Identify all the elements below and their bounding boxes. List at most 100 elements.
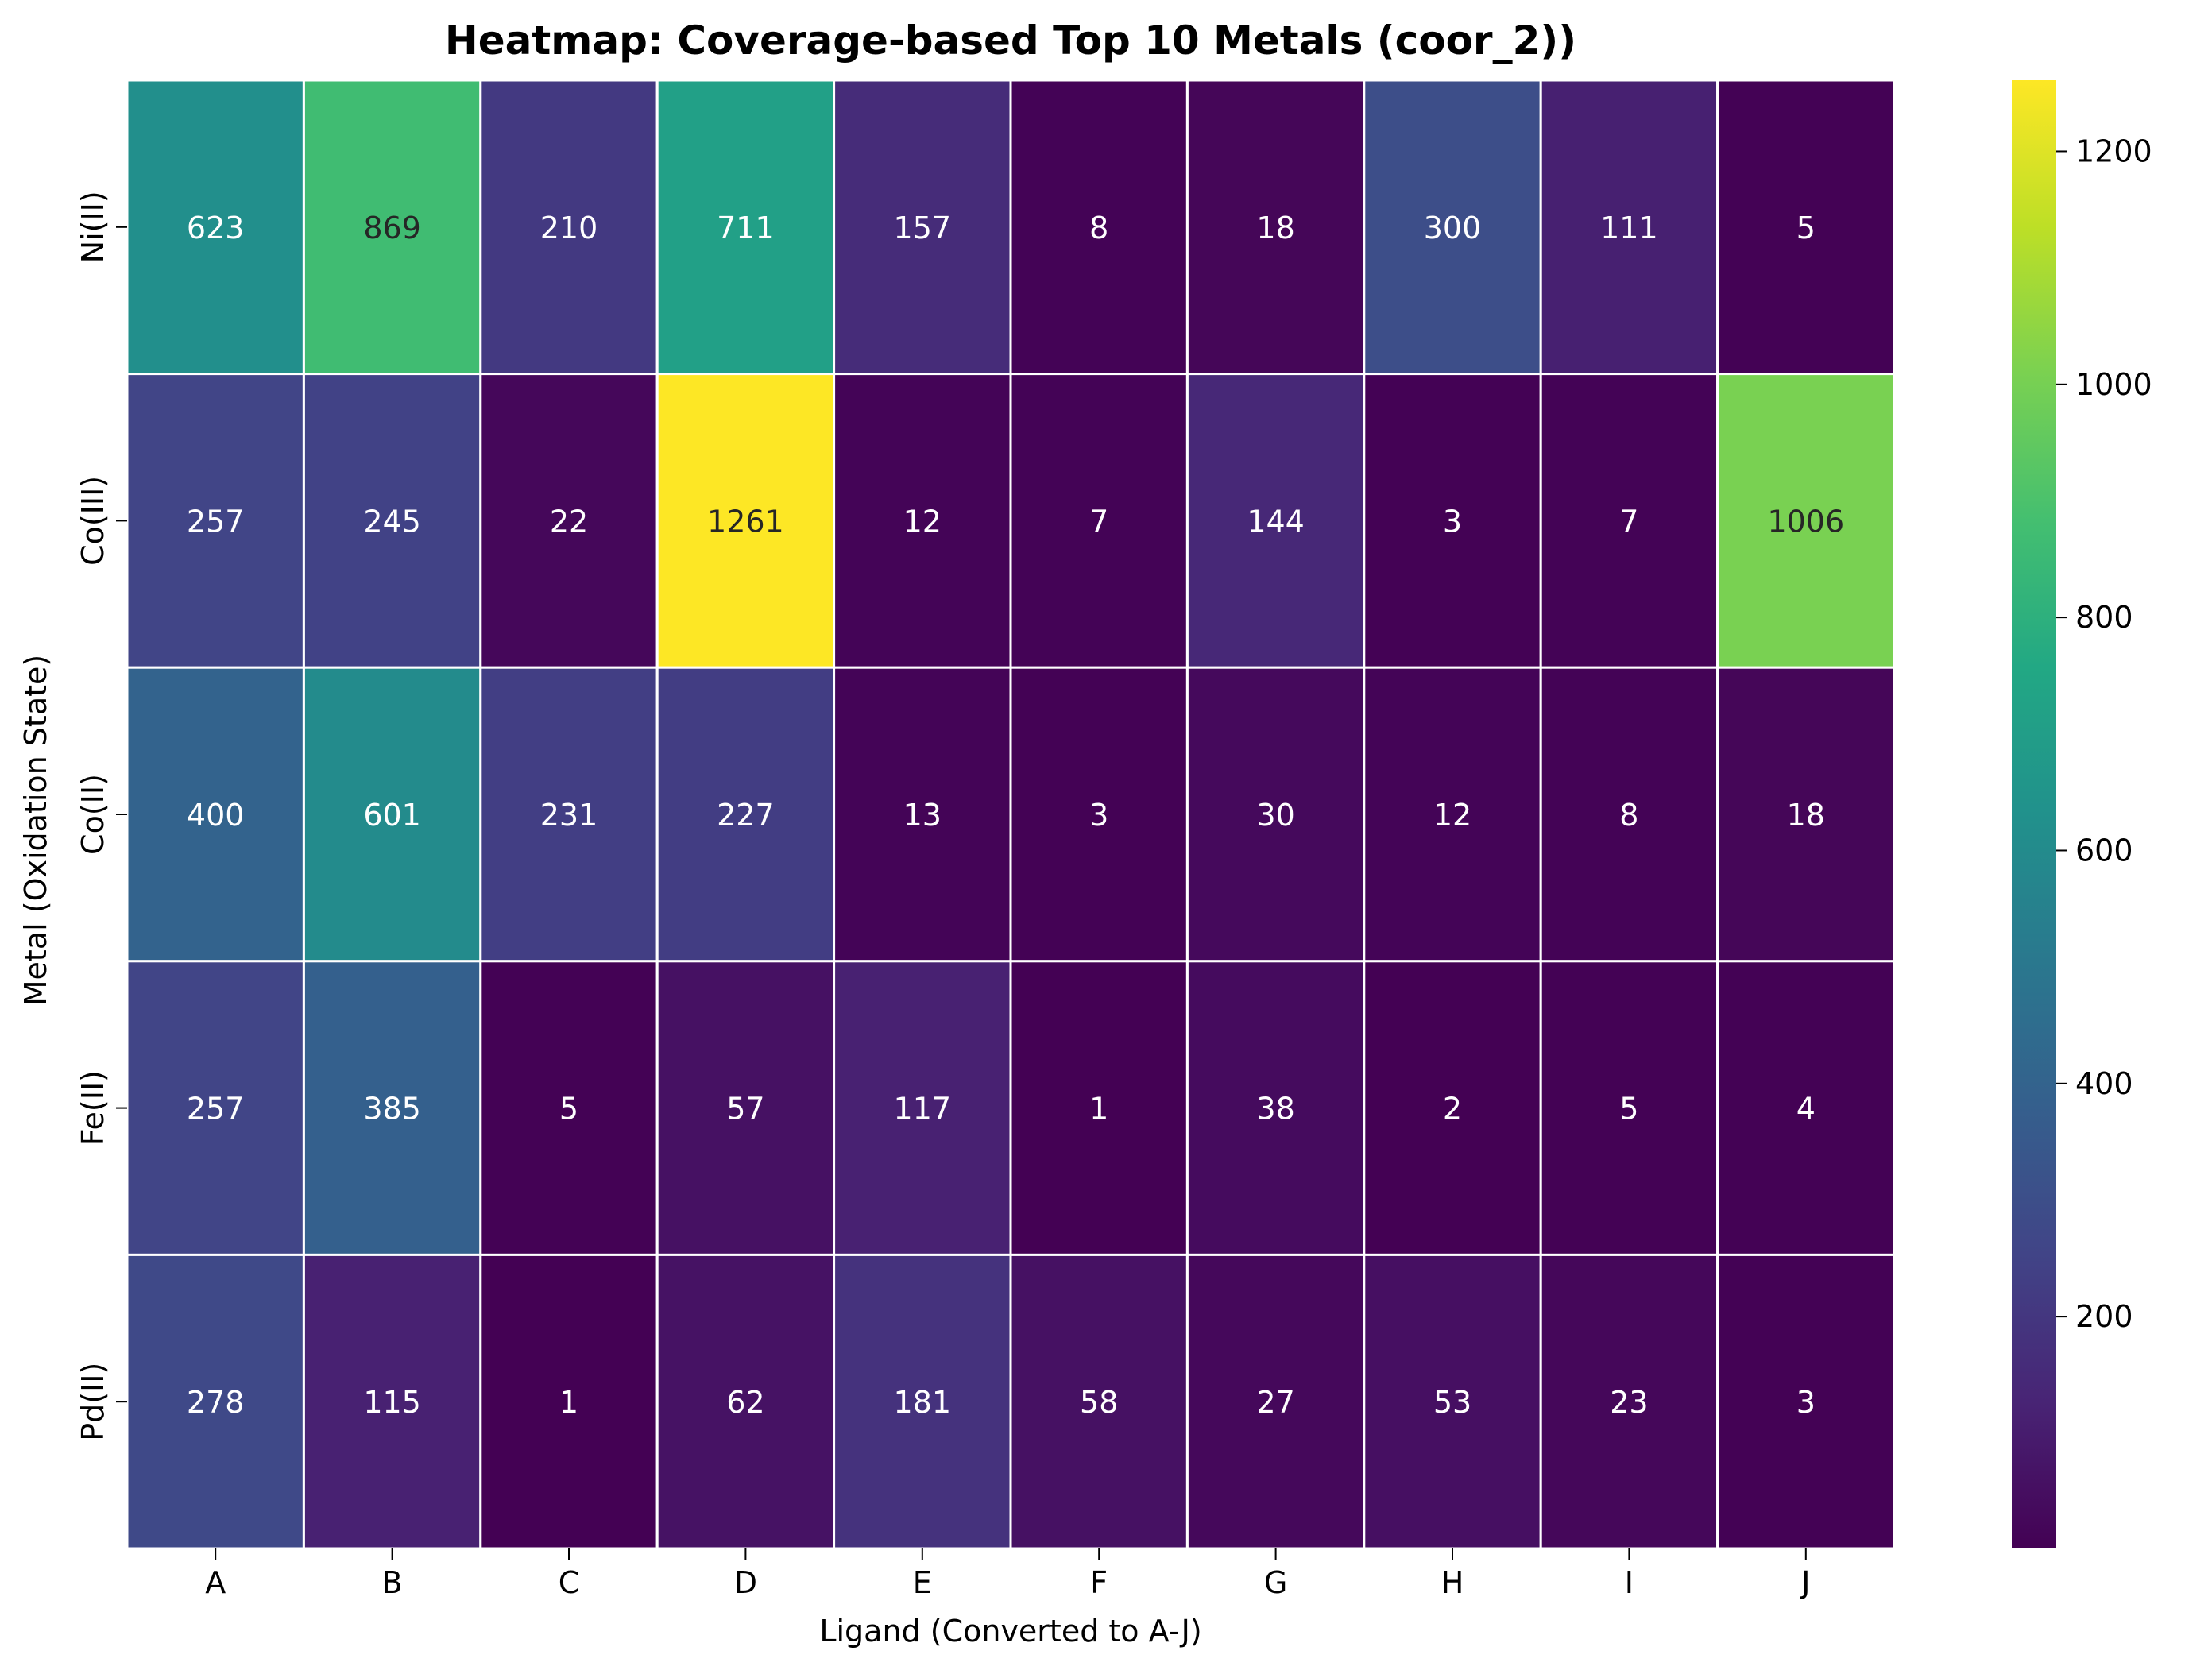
x-tick-label: H [1441,1565,1464,1600]
cell-value-label: 257 [187,1092,245,1127]
heatmap-cell [479,960,659,1256]
cell-value-label: 4 [1796,1092,1816,1127]
cell-value-label: 27 [1256,1385,1294,1420]
heatmap-cell [1363,79,1542,376]
cell-value-label: 157 [894,211,952,245]
x-tick-label: D [734,1565,757,1600]
heatmap-cell [302,373,482,669]
chart-title: Heatmap: Coverage-based Top 10 Metals (c… [445,17,1576,64]
heatmap-cell [1009,666,1189,963]
cell-value-label: 38 [1256,1092,1294,1127]
heatmap-cell [1009,1253,1189,1550]
cell-value-label: 13 [903,798,942,833]
cell-value-label: 385 [363,1092,421,1127]
heatmap-cell [1363,960,1542,1256]
heatmap-cell [1363,373,1542,669]
heatmap-cell [1539,373,1719,669]
colorbar-tick-label: 800 [2075,600,2133,635]
cell-value-label: 257 [187,504,245,539]
cell-value-label: 711 [717,211,775,245]
y-tick-label: Pd(II) [75,1363,110,1441]
cell-value-label: 400 [187,798,245,833]
y-tick-label: Ni(II) [75,191,110,263]
x-tick-label: F [1090,1565,1108,1600]
cell-value-label: 18 [1787,798,1825,833]
cell-value-label: 5 [1619,1092,1638,1127]
heatmap-cell [479,666,659,963]
y-axis-ticks: Ni(II) Co(III) Co(II) Fe(II) Pd(II) [75,191,127,1441]
cell-value-label: 2 [1443,1092,1462,1127]
x-axis-ticks: A B C D E F G H I J [205,1548,1810,1600]
cell-value-label: 1 [1089,1092,1108,1127]
cell-value-label: 1006 [1767,504,1844,539]
heatmap-cell [1716,1253,1896,1550]
heatmap-cell [1185,79,1366,376]
heatmap-cells [126,79,1896,1550]
cell-value-label: 58 [1080,1385,1118,1420]
cell-value-label: 30 [1256,798,1294,833]
heatmap-cell [479,373,659,669]
cell-value-label: 3 [1089,798,1108,833]
x-tick-label: C [559,1565,580,1600]
heatmap-cell [479,79,659,376]
cell-value-label: 18 [1256,211,1294,245]
cell-value-label: 5 [1796,211,1816,245]
heatmap-cell [833,373,1012,669]
y-tick-label: Fe(II) [75,1070,110,1146]
x-tick-label: B [382,1565,403,1600]
heatmap-cell [833,1253,1012,1550]
cell-value-label: 210 [540,211,598,245]
heatmap-cell [1539,79,1719,376]
heatmap-cell [302,666,482,963]
cell-value-label: 181 [894,1385,952,1420]
y-tick-label: Co(III) [75,476,110,566]
heatmap-cell [126,79,305,376]
heatmap-cell [1716,666,1896,963]
heatmap-cell [833,960,1012,1256]
cell-value-label: 3 [1443,504,1462,539]
cell-value-label: 22 [550,504,588,539]
heatmap-cell [1539,1253,1719,1550]
cell-value-label: 1 [559,1385,578,1420]
heatmap-cell [1539,666,1719,963]
x-tick-label: I [1625,1565,1634,1600]
heatmap-cell [1009,960,1189,1256]
cell-value-label: 115 [363,1385,421,1420]
cell-value-label: 8 [1619,798,1638,833]
heatmap-cell [833,666,1012,963]
cell-value-label: 231 [540,798,598,833]
cell-value-label: 144 [1247,504,1305,539]
cell-value-label: 53 [1433,1385,1471,1420]
cell-value-label: 869 [363,211,421,245]
cell-value-label: 23 [1610,1385,1648,1420]
cell-value-label: 7 [1619,504,1638,539]
cell-value-label: 57 [726,1092,764,1127]
cell-value-label: 12 [903,504,942,539]
x-tick-label: J [1800,1565,1810,1600]
cell-value-label: 111 [1600,211,1658,245]
heatmap-cell [1009,373,1189,669]
colorbar: 200 400 600 800 1000 1200 [2012,80,2152,1548]
cell-value-label: 278 [187,1385,245,1420]
cell-value-label: 7 [1089,504,1108,539]
heatmap-cell [1185,373,1366,669]
heatmap-cell [655,666,836,963]
heatmap-cell [302,1253,482,1550]
y-tick-label: Co(II) [75,774,110,855]
colorbar-tick-label: 600 [2075,833,2133,868]
colorbar-tick-label: 1200 [2075,133,2152,168]
x-tick-label: E [913,1565,932,1600]
cell-value-label: 300 [1424,211,1482,245]
x-axis-label: Ligand (Converted to A-J) [819,1614,1201,1649]
colorbar-tick-label: 200 [2075,1299,2133,1334]
x-tick-label: A [205,1565,226,1600]
colorbar-tick-label: 400 [2075,1066,2133,1101]
heatmap-cell [1716,79,1896,376]
heatmap-cell [655,79,836,376]
cell-value-label: 3 [1796,1385,1816,1420]
cell-value-label: 1261 [707,504,784,539]
heatmap-cell [655,960,836,1256]
